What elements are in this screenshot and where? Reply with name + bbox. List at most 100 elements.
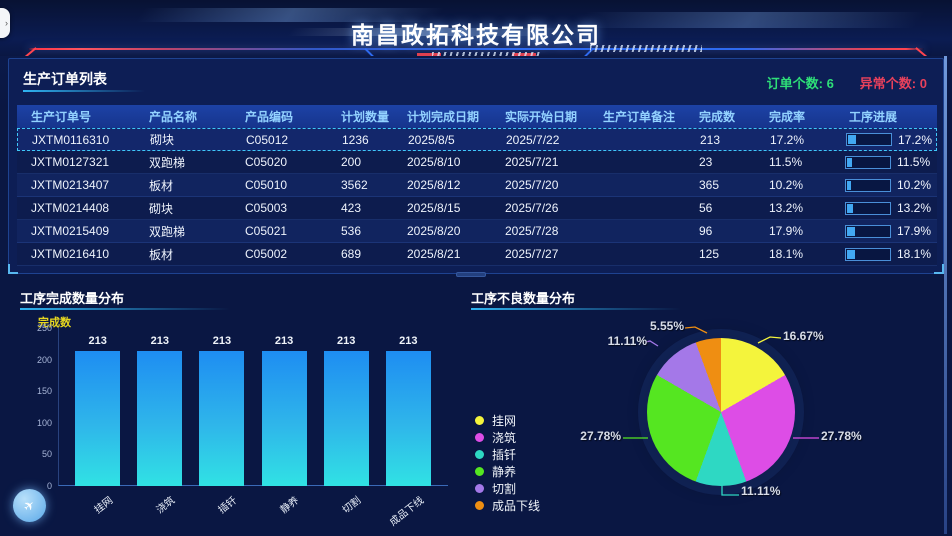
abnormal-count-value: 0 (919, 76, 927, 91)
legend-color-dot (475, 484, 484, 493)
table-cell: 双跑梯 (149, 155, 186, 170)
pie-slice-percentage-label: 27.78% (821, 429, 862, 443)
table-row[interactable]: JXTM0216410 板材 C05002 689 2025/8/21 2025/7/27… (17, 243, 937, 266)
y-axis-tick: 0 (46, 481, 52, 491)
hatch-stripes-decoration (432, 52, 542, 56)
table-row[interactable]: JXTM0215409 双跑梯 C05021 536 2025/8/20 2025/7/2… (17, 220, 937, 243)
legend-label: 插钎 (492, 448, 517, 462)
pie-slice-percentage-label: 16.67% (783, 329, 824, 343)
table-cell: 板材 (149, 178, 174, 193)
column-header: 工序进展 (849, 110, 898, 124)
table-cell: JXTM0213407 (31, 178, 110, 192)
legend-color-dot (475, 501, 484, 510)
floating-widget-button[interactable]: ✈ (13, 489, 46, 522)
progress-percentage: 10.2% (897, 178, 932, 192)
bar-value-label: 213 (88, 335, 107, 347)
table-cell: 536 (341, 224, 362, 238)
progress-cell: 10.2% (835, 178, 937, 192)
progress-cell: 17.2% (836, 133, 938, 147)
table-cell: 2025/8/20 (407, 224, 461, 238)
table-cell: 板材 (149, 247, 174, 262)
bar[interactable]: 213 (75, 335, 121, 486)
table-cell: JXTM0214408 (31, 201, 110, 215)
column-header: 计划数量 (341, 110, 390, 124)
progress-bar-fill (847, 203, 853, 213)
progress-percentage: 17.2% (898, 132, 933, 147)
progress-bar (845, 247, 891, 261)
table-horizontal-scrollbar-thumb[interactable] (456, 272, 486, 277)
table-cell: 423 (341, 201, 362, 215)
progress-cell: 17.9% (835, 224, 937, 238)
progress-bar-fill (847, 157, 853, 167)
legend-color-dot (475, 433, 484, 442)
table-cell: JXTM0216410 (31, 247, 110, 261)
table-cell: 2025/8/10 (407, 155, 461, 169)
progress-bar (845, 155, 891, 169)
bar-value-label: 213 (212, 335, 232, 347)
legend-item[interactable]: 浇筑 (475, 429, 540, 446)
title-underline (20, 308, 230, 310)
bar-value-label: 213 (150, 335, 169, 347)
table-cell: 3562 (341, 178, 368, 192)
bar[interactable]: 213 (199, 335, 245, 486)
table-cell: 13.2% (769, 201, 804, 215)
table-cell: C05021 (245, 224, 288, 238)
pie-legend: 挂网 浇筑插钎 静养 切割 成品下线 (475, 412, 540, 514)
bar-value-label: 213 (337, 335, 356, 347)
progress-bar (845, 201, 891, 215)
legend-item[interactable]: 插钎 (475, 446, 540, 463)
legend-label: 挂网 (492, 414, 517, 428)
table-cell: C05003 (245, 201, 288, 215)
table-cell: 砌块 (150, 133, 175, 147)
table-cell: 125 (699, 247, 720, 261)
hatch-stripes-decoration (590, 45, 702, 52)
table-cell: 213 (700, 132, 721, 147)
table-cell: 11.5% (769, 155, 803, 169)
progress-percentage: 17.9% (897, 224, 932, 238)
process-completion-bar-chart: 工序完成数量分布 完成数 0 50 100 150 200 250 213 213 213 21… (8, 280, 460, 536)
progress-cell: 13.2% (835, 201, 937, 215)
progress-bar-fill (847, 249, 855, 259)
abnormal-count-stat: 异常个数: 0 (859, 76, 927, 91)
right-frame-border (944, 56, 947, 534)
x-axis-category-label: 切割 (341, 495, 364, 517)
column-header: 实际开始日期 (505, 110, 578, 124)
sidebar-collapse-handle[interactable]: › (0, 8, 10, 38)
table-cell: 2025/8/21 (407, 247, 461, 261)
table-cell: 2025/7/27 (505, 247, 559, 261)
bar[interactable]: 213 (261, 335, 307, 486)
y-axis-tick: 100 (36, 417, 52, 428)
column-header: 生产订单备注 (603, 110, 676, 124)
bar-value-label: 213 (399, 335, 418, 347)
bar[interactable]: 213 (323, 335, 369, 486)
table-cell: 2025/8/12 (407, 178, 461, 192)
progress-percentage: 11.5% (897, 155, 931, 169)
table-row[interactable]: JXTM0116310 砌块 C05012 1236 2025/8/5 2025/7/22… (17, 128, 937, 151)
legend-item[interactable]: 挂网 (475, 412, 540, 429)
progress-cell: 18.1% (835, 247, 937, 261)
progress-bar-fill (848, 135, 856, 144)
table-cell: 365 (699, 178, 720, 192)
table-row[interactable]: JXTM0214408 砌块 C05003 423 2025/8/15 2025/7/26… (17, 197, 937, 220)
table-cell: 2025/8/15 (407, 201, 461, 215)
title-underline (23, 90, 145, 92)
table-row[interactable]: JXTM0213407 板材 C05010 3562 2025/8/12 2025/7/2… (17, 174, 937, 197)
table-cell: C05002 (245, 247, 288, 261)
table-cell: C05010 (245, 178, 288, 192)
progress-bar-fill (847, 226, 855, 236)
order-count-value: 6 (826, 76, 834, 91)
pie-graphic[interactable] (647, 338, 795, 486)
legend-item[interactable]: 静养 (475, 463, 540, 480)
table-row[interactable]: JXTM0127321 双跑梯 C05020 200 2025/8/10 2025/7/2… (17, 151, 937, 174)
column-header: 生产订单号 (31, 110, 92, 124)
legend-item[interactable]: 成品下线 (475, 497, 540, 514)
legend-item[interactable]: 切割 (475, 480, 540, 497)
column-header: 完成率 (769, 110, 806, 124)
bar[interactable]: 213 (385, 335, 431, 486)
x-axis-category-label: 成品下线 (387, 495, 426, 529)
bar[interactable]: 213 (137, 335, 183, 486)
y-axis-tick: 200 (36, 354, 52, 365)
table-cell: 17.2% (770, 132, 805, 147)
x-axis-category-label: 插钎 (216, 495, 240, 517)
